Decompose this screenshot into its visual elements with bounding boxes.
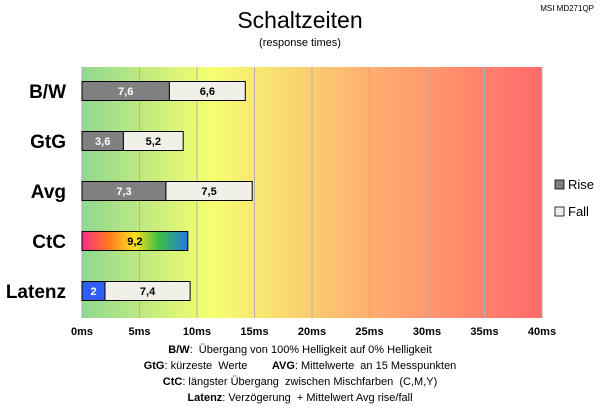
legend-label-rise: Rise: [568, 177, 594, 192]
legend-swatch-rise: [554, 179, 565, 190]
x-tick-label: 30ms: [413, 326, 441, 338]
value-label: 7,4: [140, 286, 156, 298]
legend: Rise Fall: [554, 177, 594, 219]
bar-fall: [122, 131, 184, 151]
legend-label-fall: Fall: [568, 204, 589, 219]
note-keyword: GtG: [144, 360, 165, 372]
category-labels: B/W GtG Avg CtC Latenz: [6, 82, 66, 303]
value-label: 6,6: [200, 86, 215, 98]
x-tick-label: 20ms: [298, 326, 326, 338]
note-text: : längster Übergang zwischen Mischfarben…: [182, 376, 437, 388]
note-text: : Verzögerung + Mittelwert Avg rise/fall: [222, 392, 412, 404]
bars: [81, 81, 253, 301]
value-labels: 7,6 6,6 3,6 5,2 7,3 7,5 9,2 2 7,4: [90, 86, 216, 298]
category-label: Avg: [31, 182, 66, 203]
note-text: : Mittelwerte an 15 Messpunkten: [295, 360, 456, 372]
value-label: 2: [90, 286, 96, 298]
x-tick-label: 25ms: [355, 326, 383, 338]
x-tick-label: 40ms: [528, 326, 556, 338]
note-keyword: AVG: [272, 360, 295, 372]
monitor-model-label: MSI MD271QP: [540, 4, 594, 13]
bar-fall: [104, 281, 191, 301]
chart-subtitle: (response times): [259, 37, 341, 49]
category-label: CtC: [32, 232, 66, 253]
value-label: 7,5: [201, 186, 216, 198]
note-line: Latenz: Verzögerung + Mittelwert Avg ris…: [187, 392, 412, 404]
note-text: : kürzeste Werte: [164, 360, 271, 372]
note-line: CtC: längster Übergang zwischen Mischfar…: [163, 376, 438, 388]
value-label: 7,6: [118, 86, 133, 98]
bar-fall: [165, 181, 253, 201]
note-line: B/W: Übergang von 100% Helligkeit auf 0%…: [168, 344, 432, 356]
note-keyword: Latenz: [187, 392, 222, 404]
bar-ctc: [81, 231, 189, 251]
note-keyword: B/W: [168, 344, 190, 356]
value-label: 5,2: [146, 136, 161, 148]
value-label: 3,6: [95, 136, 110, 148]
x-tick-label: 5ms: [128, 326, 150, 338]
note-text: : Übergang von 100% Helligkeit auf 0% He…: [190, 344, 432, 356]
note-line: GtG: kürzeste Werte AVG: Mittelwerte an …: [144, 360, 457, 372]
bar-fall: [168, 81, 246, 101]
value-label: 9,2: [127, 236, 142, 248]
category-label: GtG: [30, 132, 66, 153]
legend-swatch-fall: [554, 206, 565, 217]
explanation-notes: B/W: Übergang von 100% Helligkeit auf 0%…: [144, 344, 457, 404]
category-label: Latenz: [6, 282, 66, 303]
x-tick-label: 15ms: [240, 326, 268, 338]
chart-title: Schaltzeiten: [237, 7, 362, 33]
x-axis-ticks: 0ms 5ms 10ms 15ms 20ms 25ms 30ms 35ms 40ms: [71, 326, 556, 338]
x-tick-label: 10ms: [183, 326, 211, 338]
note-keyword: CtC: [163, 376, 183, 388]
x-tick-label: 35ms: [470, 326, 498, 338]
category-label: B/W: [29, 82, 66, 103]
value-label: 7,3: [116, 186, 131, 198]
x-tick-label: 0ms: [71, 326, 93, 338]
